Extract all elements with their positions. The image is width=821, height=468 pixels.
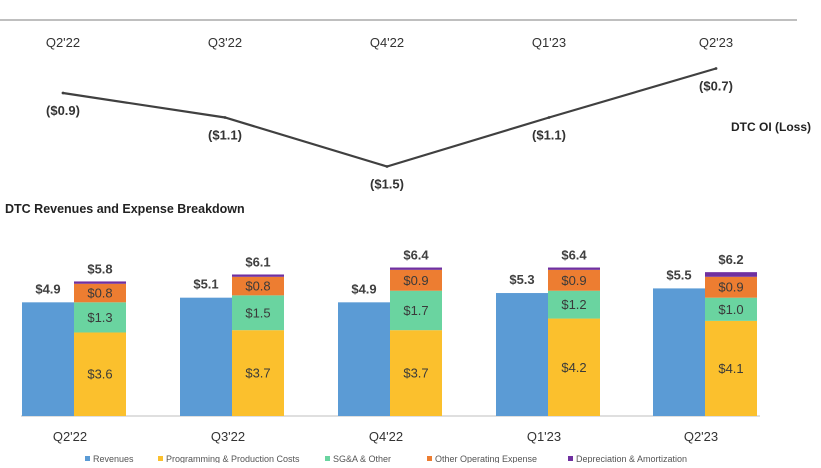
line-quarter-label: Q4'22 xyxy=(370,35,404,50)
dtc-oi-line-chart: Q2'22 Q3'22 Q4'22 Q1'23 Q2'23 ($0.9) ($1.1) ($1… xyxy=(46,35,811,192)
dtc-oi-point xyxy=(385,165,389,168)
legend-swatch xyxy=(325,456,330,461)
sga-segment xyxy=(548,290,600,319)
legend-label: Revenues xyxy=(93,454,134,463)
legend-swatch xyxy=(85,456,90,461)
revenue-value-label: $5.1 xyxy=(193,277,218,292)
programming-segment xyxy=(390,330,442,416)
dtc-oi-value-label: ($1.5) xyxy=(370,177,404,192)
revenue-value-label: $5.5 xyxy=(666,267,691,282)
other-opex-segment-label: $0.8 xyxy=(245,279,270,294)
line-quarter-label: Q3'22 xyxy=(208,35,242,50)
programming-segment-label: $3.7 xyxy=(245,366,270,381)
legend-label: SG&A & Other xyxy=(333,454,391,463)
revenue-bar xyxy=(338,302,390,416)
sga-segment-label: $1.5 xyxy=(245,305,270,320)
other-opex-segment xyxy=(390,269,442,291)
dtc-revenue-expense-bar-chart: $4.9 $3.6 $1.3 $0.8 $5.8 Q2'22 $5.1 $3.7 $1.5 $0.… xyxy=(21,248,760,444)
other-opex-segment-label: $0.9 xyxy=(718,280,743,295)
bar-quarter-label: Q3'22 xyxy=(211,429,245,444)
revenue-value-label: $4.9 xyxy=(35,281,60,296)
revenue-bar xyxy=(496,293,548,416)
da-segment xyxy=(74,281,126,284)
other-opex-segment xyxy=(705,276,757,298)
legend-swatch xyxy=(427,456,432,461)
da-segment xyxy=(705,272,757,277)
programming-segment-label: $3.6 xyxy=(87,367,112,382)
other-opex-segment-label: $0.9 xyxy=(561,273,586,288)
legend-label: Other Operating Expense xyxy=(435,454,537,463)
revenue-value-label: $4.9 xyxy=(351,281,376,296)
dtc-oi-value-label: ($1.1) xyxy=(532,128,566,143)
programming-segment xyxy=(548,318,600,416)
line-quarter-label: Q2'23 xyxy=(699,35,733,50)
revenue-bar xyxy=(653,288,705,416)
dtc-oi-value-label: ($1.1) xyxy=(208,128,242,143)
expense-total-label: $6.2 xyxy=(718,252,743,267)
other-opex-segment-label: $0.9 xyxy=(403,273,428,288)
legend-swatch xyxy=(158,456,163,461)
other-opex-segment xyxy=(548,269,600,291)
revenue-bar xyxy=(180,297,232,416)
chart-legend: Revenues Programming & Production Costs SG… xyxy=(85,454,687,464)
bar-quarter-label: Q2'23 xyxy=(684,429,718,444)
expense-total-label: $6.1 xyxy=(245,254,270,269)
sga-segment-label: $1.3 xyxy=(87,310,112,325)
other-opex-segment xyxy=(74,283,126,303)
dtc-oi-point xyxy=(547,116,551,119)
sga-segment xyxy=(390,290,442,331)
sga-segment-label: $1.7 xyxy=(403,303,428,318)
legend-label: Programming & Production Costs xyxy=(166,454,300,463)
bar-quarter-label: Q1'23 xyxy=(527,429,561,444)
other-opex-segment-label: $0.8 xyxy=(87,286,112,301)
sga-segment xyxy=(232,295,284,331)
da-segment xyxy=(232,274,284,277)
revenue-bar xyxy=(22,302,74,416)
dtc-oi-line xyxy=(62,67,717,168)
line-quarter-label: Q1'23 xyxy=(532,35,566,50)
programming-segment xyxy=(705,320,757,416)
da-segment xyxy=(548,267,600,270)
expense-total-label: $5.8 xyxy=(87,261,112,276)
expense-total-label: $6.4 xyxy=(403,248,429,263)
dtc-oi-value-label: ($0.7) xyxy=(699,79,733,94)
bar-quarter-label: Q4'22 xyxy=(369,429,403,444)
dtc-oi-point xyxy=(61,91,65,95)
programming-segment-label: $4.1 xyxy=(718,361,743,376)
sga-segment xyxy=(705,297,757,321)
dtc-oi-point xyxy=(714,67,718,70)
line-quarter-label: Q2'22 xyxy=(46,35,80,50)
sga-segment xyxy=(74,302,126,333)
programming-segment-label: $4.2 xyxy=(561,360,586,375)
legend-swatch xyxy=(568,456,573,461)
programming-segment xyxy=(232,330,284,416)
bar-quarter-label: Q2'22 xyxy=(53,429,87,444)
dtc-oi-series-label: DTC OI (Loss) xyxy=(731,120,811,134)
programming-segment-label: $3.7 xyxy=(403,366,428,381)
dtc-oi-value-label: ($0.9) xyxy=(46,103,80,118)
legend-label: Depreciation & Amortization xyxy=(576,454,687,463)
expense-total-label: $6.4 xyxy=(561,248,587,263)
dtc-oi-point xyxy=(223,116,227,119)
programming-segment xyxy=(74,332,126,416)
other-opex-segment xyxy=(232,276,284,296)
sga-segment-label: $1.2 xyxy=(561,297,586,312)
da-segment xyxy=(390,267,442,270)
bar-chart-title: DTC Revenues and Expense Breakdown xyxy=(5,202,245,216)
revenue-value-label: $5.3 xyxy=(509,272,534,287)
sga-segment-label: $1.0 xyxy=(718,302,743,317)
